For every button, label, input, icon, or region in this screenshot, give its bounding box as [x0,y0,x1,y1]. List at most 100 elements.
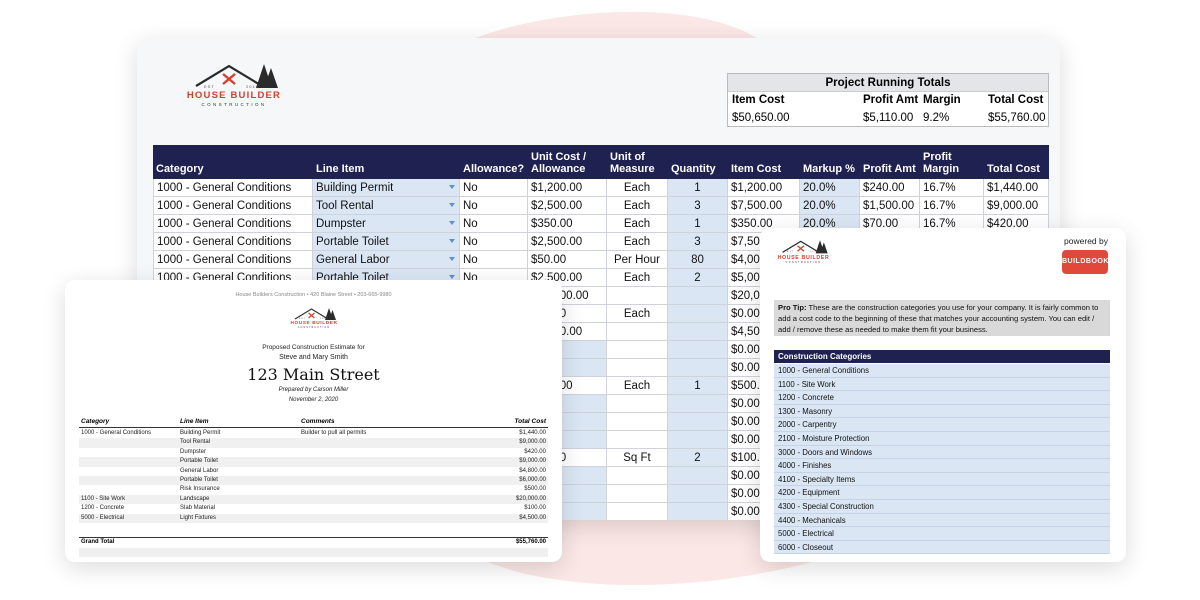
table-cell: Per Hour [607,251,668,269]
table-cell [607,359,668,377]
table-cell [668,359,728,377]
running-totals-title: Project Running Totals [728,74,1048,92]
logo-est: EST [787,251,795,254]
dropdown-arrow [449,221,455,225]
logo: EST 2019 HOUSE BUILDER CONSTRUCTION [184,60,284,110]
logo-name: HOUSE BUILDER [290,321,338,326]
running-totals-header: Margin [923,94,961,106]
logo-tagline: CONSTRUCTION [785,261,822,265]
logo-roof [294,308,336,320]
table-cell: Each [607,377,668,395]
running-totals-value: $5,110.00 [863,112,914,124]
doc-date: November 2, 2020 [288,397,339,403]
doc-cell: $100.00 [524,505,546,512]
doc-cell: 1100 - Site Work [81,495,126,502]
table-cell: 80 [668,251,728,269]
table-cell: $1,200.00 [728,179,800,197]
running-totals-header: Profit Amt [863,94,919,106]
column-header: Unit Cost / Allowance [531,151,586,175]
dropdown-arrow [449,275,455,279]
column-header: Quantity [671,163,716,175]
category-item: 2100 - Moisture Protection [774,432,1110,446]
brand-badge: BUILDBOOK [1062,250,1108,274]
doc-header-rule [79,427,548,428]
table-cell: No [460,179,528,197]
logo-name: HOUSE BUILDER [777,254,830,261]
table-cell: Each [607,305,668,323]
category-item: 3000 - Doors and Windows [774,445,1110,460]
doc-cell: $20,000.00 [515,495,546,502]
running-totals-value: $55,760.00 [988,112,1046,124]
doc-cell: 1200 - Concrete [81,505,125,512]
running-totals: Project Running Totals Item Cost $50,650.0… [727,73,1049,127]
table-cell [607,467,668,485]
table-cell: Each [607,179,668,197]
pro-tip-text: These are the construction categories yo… [778,303,1099,334]
table-cell: $7,500.00 [728,197,800,215]
table-cell [668,323,728,341]
table-cell: Portable Toilet [313,233,460,251]
doc-cell: $4,500.00 [519,514,546,521]
table-cell [607,431,668,449]
column-header: Item Cost [731,163,782,175]
table-cell [607,287,668,305]
doc-cell: $9,000.00 [519,458,546,465]
column-header: Total Cost [987,163,1040,175]
logo-year: 2019 [246,84,259,89]
table-cell [668,467,728,485]
table-cell: Each [607,269,668,287]
column-header: Unit of Measure [610,151,655,175]
dropdown-arrow [449,203,455,207]
logo: EST 2019 HOUSE BUILDER CONSTRUCTION [776,238,831,266]
doc-cell: $500.00 [524,486,546,493]
column-header: Allowance? [463,163,525,175]
table-cell: Building Permit [313,179,460,197]
table-cell: 1 [668,215,728,233]
category-item: 4200 - Equipment [774,486,1110,500]
table-cell: 20.0% [800,197,860,215]
doc-header: Line Item [180,418,209,425]
doc-cell: Building Permit [180,430,221,436]
category-item: 5000 - Electrical [774,527,1110,541]
table-cell: 2 [668,449,728,467]
running-totals-value: 9.2% [923,112,950,124]
table-cell [607,485,668,503]
table-cell [668,395,728,413]
doc-cell: Light Fixtures [180,514,217,521]
column-header: Category [156,163,204,175]
doc-cell: Tool Rental [180,439,211,446]
table-cell [668,431,728,449]
table-cell: 16.7% [920,197,984,215]
doc-cell: $9,000.00 [519,439,546,446]
table-cell: Tool Rental [313,197,460,215]
doc-cell: $420.00 [524,448,546,455]
dropdown-arrow [449,257,455,261]
doc-cell: Risk Insurance [180,486,220,493]
logo: EST 2019 HOUSE BUILDER CONSTRUCTION [289,306,339,331]
doc-cell: Dumpster [180,448,207,455]
table-cell [668,341,728,359]
column-header: Markup % [803,163,855,175]
pro-tip-label: Pro Tip: [778,303,807,312]
running-totals-value: $50,650.00 [732,112,790,124]
table-cell: $9,000.00 [984,197,1049,215]
logo-name: HOUSE BUILDER [186,90,282,101]
category-item: 1200 - Concrete [774,391,1110,405]
table-cell: 16.7% [920,179,984,197]
doc-address: House Builders Construction • 420 Blaine… [235,292,392,298]
table-cell: $350.00 [528,215,607,233]
estimate-document: House Builders Construction • 420 Blaine… [65,280,562,562]
doc-row-stripe [79,457,548,467]
table-cell: 1000 - General Conditions [153,233,313,251]
table-cell: General Labor [313,251,460,269]
doc-cell: Slab Material [180,505,216,512]
doc-cell: Builder to pull all permits [301,430,367,436]
doc-cell: General Labor [180,467,219,474]
category-item: 4000 - Finishes [774,459,1110,473]
table-cell [607,413,668,431]
table-cell: Each [607,197,668,215]
table-cell [607,503,668,520]
doc-cell: 1000 - General Conditions [81,430,152,436]
powered-by: powered by [1064,236,1108,246]
